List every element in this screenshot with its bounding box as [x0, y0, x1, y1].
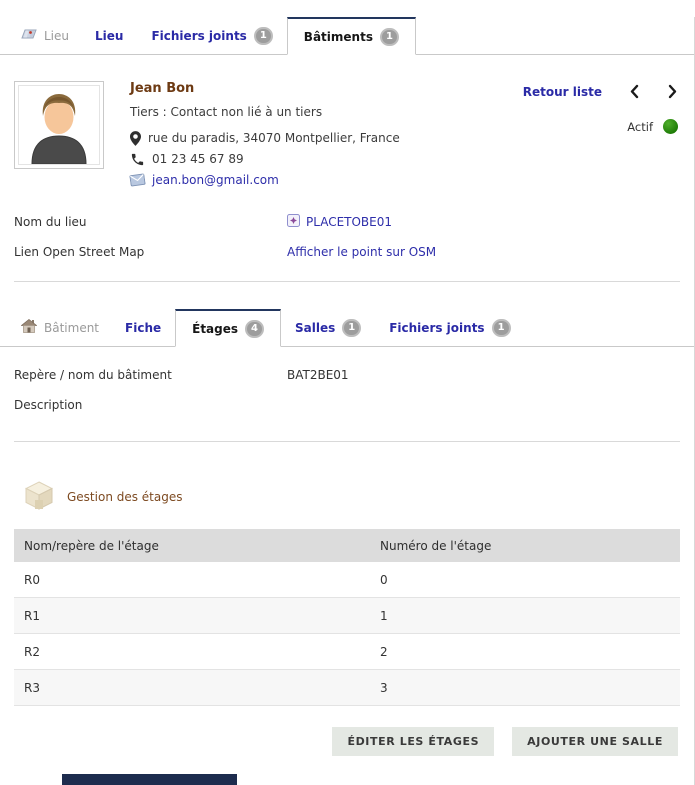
back-to-list-link[interactable]: Retour liste [522, 84, 602, 99]
contact-right-panel: Retour liste Actif [523, 81, 678, 188]
contact-phone: 01 23 45 67 89 [152, 152, 244, 166]
context-building-label: Bâtiment [44, 320, 100, 335]
field-row-description: Description [14, 390, 680, 420]
tab-fiche[interactable]: Fiche [111, 309, 175, 346]
bottom-dark-bar [62, 774, 237, 785]
tab-etages-label: Étages [192, 321, 239, 336]
building-cube-icon [24, 481, 54, 513]
field-row-place-name: Nom du lieu PLACETOBE01 [14, 207, 680, 237]
column-floor-number: Numéro de l'étage [380, 538, 492, 553]
action-bar: ÉDITER LES ÉTAGES AJOUTER UNE SALLE [16, 727, 678, 756]
tab-batiments-active[interactable]: Bâtiments 1 [286, 17, 416, 55]
tab-building-fichiers-joints-label: Fichiers joints [389, 320, 485, 335]
table-row[interactable]: R2 2 [14, 634, 680, 670]
status-row: Actif [627, 119, 678, 134]
place-name-link[interactable]: PLACETOBE01 [306, 215, 393, 229]
tab-fichiers-joints-label: Fichiers joints [151, 28, 247, 43]
description-label: Description [14, 398, 83, 412]
tab-lieu[interactable]: Lieu [81, 17, 137, 54]
phone-icon [130, 152, 145, 167]
add-room-button[interactable]: AJOUTER UNE SALLE [512, 727, 678, 756]
building-fields: Repère / nom du bâtiment BAT2BE01 Descri… [14, 360, 680, 442]
tab-fiche-label: Fiche [125, 320, 162, 335]
green-status-dot [663, 119, 678, 134]
record-navigation: Retour liste [523, 84, 678, 99]
contact-photo [14, 81, 104, 169]
contact-info: Jean Bon Tiers : Contact non lié à un ti… [129, 81, 400, 188]
floor-name: R3 [24, 680, 40, 695]
tab-etages-badge: 4 [245, 319, 264, 338]
tab-building-fichiers-joints[interactable]: Fichiers joints 1 [375, 309, 524, 346]
column-floor-name: Nom/repère de l'étage [24, 538, 159, 553]
field-row-osm: Lien Open Street Map Afficher le point s… [14, 237, 680, 267]
contact-third-party: Tiers : Contact non lié à un tiers [130, 105, 323, 119]
context-place: Lieu [0, 17, 81, 54]
floor-number: 3 [380, 680, 388, 695]
chevron-left-icon[interactable] [629, 84, 640, 99]
tab-fichiers-joints-badge: 1 [253, 26, 273, 45]
floor-number: 0 [380, 572, 388, 587]
osm-link[interactable]: Afficher le point sur OSM [287, 245, 437, 259]
context-building: Bâtiment [0, 309, 111, 346]
envelope-icon [129, 173, 146, 187]
tab-salles-label: Salles [295, 320, 336, 335]
status-label: Actif [627, 119, 653, 134]
building-tab-bar: Bâtiment Fiche Étages 4 Salles 1 Fichier… [0, 309, 694, 347]
context-place-label: Lieu [44, 28, 70, 43]
table-row[interactable]: R0 0 [14, 562, 680, 598]
building-ref-value: BAT2BE01 [287, 368, 349, 382]
contact-phone-line: 01 23 45 67 89 [130, 151, 400, 167]
floor-name: R1 [24, 608, 40, 623]
contact-banner: Jean Bon Tiers : Contact non lié à un ti… [0, 55, 694, 192]
contact-email-line: jean.bon@gmail.com [129, 172, 400, 188]
tab-salles-badge: 1 [342, 318, 362, 337]
floors-table-header: Nom/repère de l'étage Numéro de l'étage [14, 529, 680, 562]
tab-salles[interactable]: Salles 1 [281, 309, 375, 346]
contact-address: rue du paradis, 34070 Montpellier, Franc… [148, 131, 400, 145]
top-tab-bar: Lieu Lieu Fichiers joints 1 Bâtiments 1 [0, 17, 694, 55]
place-object-icon [287, 214, 300, 230]
floors-section-title: Gestion des étages [67, 490, 183, 504]
floor-number: 1 [380, 608, 388, 623]
table-row[interactable]: R3 3 [14, 670, 680, 706]
floors-table: Nom/repère de l'étage Numéro de l'étage … [14, 529, 680, 706]
chevron-right-icon[interactable] [667, 84, 678, 99]
tab-batiments-label: Bâtiments [303, 29, 373, 44]
place-fields: Nom du lieu PLACETOBE01 Lien Open Street… [14, 207, 680, 282]
tab-lieu-label: Lieu [95, 28, 124, 43]
tab-fichiers-joints[interactable]: Fichiers joints 1 [137, 17, 286, 54]
floor-name: R2 [24, 644, 40, 659]
tab-batiments-badge: 1 [379, 27, 399, 46]
avatar [18, 85, 100, 165]
floors-section-header: Gestion des étages [24, 481, 680, 513]
table-row[interactable]: R1 1 [14, 598, 680, 634]
tab-etages-active[interactable]: Étages 4 [175, 309, 281, 347]
house-icon [20, 318, 38, 336]
location-pin-icon [130, 130, 141, 146]
floor-number: 2 [380, 644, 388, 659]
place-name-label: Nom du lieu [14, 215, 87, 229]
tab-building-fichiers-joints-badge: 1 [491, 318, 511, 337]
map-icon [21, 27, 37, 44]
contact-email-link[interactable]: jean.bon@gmail.com [152, 173, 279, 187]
field-row-building-ref: Repère / nom du bâtiment BAT2BE01 [14, 360, 680, 390]
contact-name: Jean Bon [130, 81, 195, 96]
contact-address-line: rue du paradis, 34070 Montpellier, Franc… [130, 130, 400, 146]
page: Lieu Lieu Fichiers joints 1 Bâtiments 1 [0, 17, 695, 785]
edit-floors-button[interactable]: ÉDITER LES ÉTAGES [332, 727, 495, 756]
building-ref-label: Repère / nom du bâtiment [14, 368, 172, 382]
osm-label: Lien Open Street Map [14, 245, 145, 259]
floor-name: R0 [24, 572, 40, 587]
